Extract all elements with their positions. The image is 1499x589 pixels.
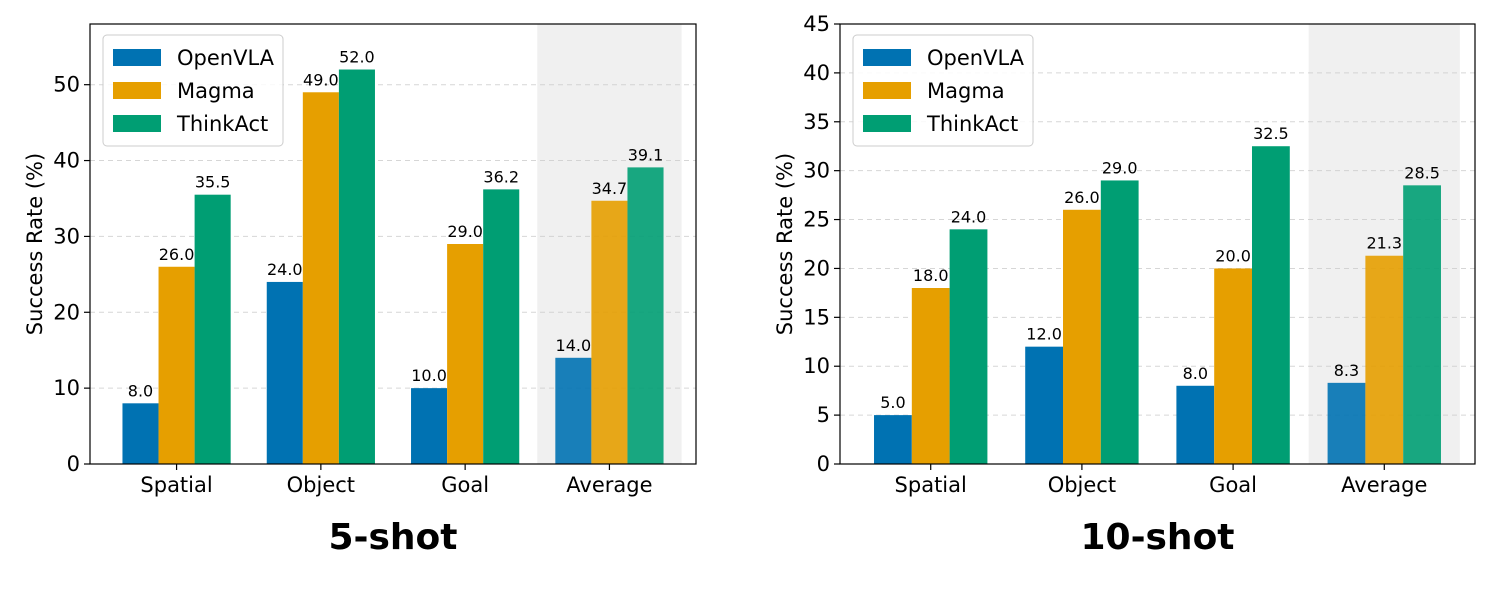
chart-1: 5.0 12.0 8.0 8.3 18.0 26.0 20.0 21.3 24.0 29.0 32.… xyxy=(773,12,1476,558)
legend-swatch-openvla xyxy=(863,49,911,66)
legend: OpenVLA Magma ThinkAct xyxy=(102,34,284,147)
x-tick-label: Object xyxy=(287,473,355,497)
legend-label-magma: Magma xyxy=(927,79,1005,103)
bar-magma-goal xyxy=(447,244,484,464)
bar-magma-average xyxy=(591,200,628,465)
data-label: 39.1 xyxy=(628,145,664,164)
plot-frame xyxy=(89,23,697,465)
x-tick-label: Spatial xyxy=(895,473,967,497)
legend-swatch-magma xyxy=(863,82,911,99)
bar-thinkact-spatial xyxy=(949,229,988,464)
data-label: 28.5 xyxy=(1404,163,1440,182)
data-label: 21.3 xyxy=(1366,234,1402,253)
legend-label-thinkact: ThinkAct xyxy=(176,112,268,136)
x-tick-label: Goal xyxy=(1209,473,1257,497)
y-tick-label: 30 xyxy=(803,159,830,183)
data-label: 35.5 xyxy=(195,173,231,192)
data-label: 18.0 xyxy=(913,266,949,285)
y-axis-label: Success Rate (%) xyxy=(23,153,47,335)
bar-openvla-goal xyxy=(1176,385,1215,464)
bar-magma-goal xyxy=(1214,268,1252,464)
y-tick-label: 0 xyxy=(67,452,80,476)
data-label: 8.3 xyxy=(1334,361,1359,380)
bar-thinkact-goal xyxy=(1251,146,1290,464)
bar-magma-average xyxy=(1365,255,1404,464)
x-tick-label: Average xyxy=(566,473,652,497)
data-label: 24.0 xyxy=(951,207,987,226)
bar-thinkact-goal xyxy=(483,189,520,464)
bar-openvla-object xyxy=(266,281,303,464)
bar-openvla-object xyxy=(1025,346,1064,464)
bar-openvla-spatial xyxy=(874,415,912,464)
legend-label-thinkact: ThinkAct xyxy=(926,112,1018,136)
y-tick-label: 10 xyxy=(53,376,80,400)
bar-magma-spatial xyxy=(158,266,195,464)
data-label: 49.0 xyxy=(303,70,339,89)
chart-title: 5-shot xyxy=(329,517,458,558)
data-label: 29.0 xyxy=(1102,158,1138,177)
y-tick-label: 40 xyxy=(803,61,830,85)
data-label: 8.0 xyxy=(128,381,153,400)
bar-magma-spatial xyxy=(911,288,950,464)
y-tick-label: 5 xyxy=(817,403,830,427)
chart-0: 8.0 24.0 10.0 14.0 26.0 49.0 29.0 34.7 35.5 52.0 3… xyxy=(23,23,697,558)
data-label: 24.0 xyxy=(267,260,303,279)
data-label: 26.0 xyxy=(1064,188,1100,207)
y-tick-label: 50 xyxy=(53,73,80,97)
bar-thinkact-average xyxy=(1403,185,1441,465)
data-label: 34.7 xyxy=(592,179,628,198)
bar-openvla-goal xyxy=(411,388,448,464)
x-tick-label: Goal xyxy=(441,473,489,497)
bar-thinkact-object xyxy=(338,69,375,464)
bar-openvla-average xyxy=(555,357,592,464)
y-tick-label: 25 xyxy=(803,208,830,232)
bar-magma-object xyxy=(1063,209,1101,464)
data-label: 29.0 xyxy=(447,222,483,241)
y-tick-label: 15 xyxy=(803,305,830,329)
data-label: 20.0 xyxy=(1215,246,1251,265)
data-label: 5.0 xyxy=(880,393,905,412)
y-tick-label: 20 xyxy=(803,256,830,280)
data-label: 10.0 xyxy=(411,366,447,385)
x-tick-label: Average xyxy=(1341,473,1427,497)
bar-magma-object xyxy=(302,92,339,464)
bar-openvla-average xyxy=(1327,382,1366,464)
y-tick-label: 45 xyxy=(803,12,830,36)
legend-label-magma: Magma xyxy=(177,79,255,103)
bar-thinkact-object xyxy=(1100,180,1139,464)
x-tick-label: Spatial xyxy=(140,473,212,497)
chart-title: 10-shot xyxy=(1080,517,1234,558)
data-label: 26.0 xyxy=(159,245,195,264)
data-label: 36.2 xyxy=(483,167,519,186)
legend-label-openvla: OpenVLA xyxy=(927,46,1025,70)
data-label: 32.5 xyxy=(1253,124,1289,143)
data-label: 52.0 xyxy=(339,48,375,67)
y-tick-label: 35 xyxy=(803,110,830,134)
data-label: 14.0 xyxy=(556,336,592,355)
data-label: 12.0 xyxy=(1026,325,1062,344)
legend-swatch-thinkact xyxy=(863,115,911,132)
y-tick-label: 0 xyxy=(817,452,830,476)
legend-label-openvla: OpenVLA xyxy=(177,46,275,70)
bar-openvla-spatial xyxy=(122,403,159,464)
legend-swatch-magma xyxy=(113,82,161,99)
bar-thinkact-spatial xyxy=(194,194,231,465)
data-label: 8.0 xyxy=(1183,364,1208,383)
x-tick-label: Object xyxy=(1048,473,1116,497)
y-tick-label: 40 xyxy=(53,149,80,173)
y-axis-label: Success Rate (%) xyxy=(773,153,797,335)
y-tick-label: 20 xyxy=(53,300,80,324)
bar-thinkact-average xyxy=(627,167,664,464)
y-tick-label: 30 xyxy=(53,224,80,248)
legend-swatch-thinkact xyxy=(113,115,161,132)
legend: OpenVLA Magma ThinkAct xyxy=(852,34,1034,147)
y-tick-label: 10 xyxy=(803,354,830,378)
plot-frame xyxy=(839,23,1476,465)
legend-swatch-openvla xyxy=(113,49,161,66)
